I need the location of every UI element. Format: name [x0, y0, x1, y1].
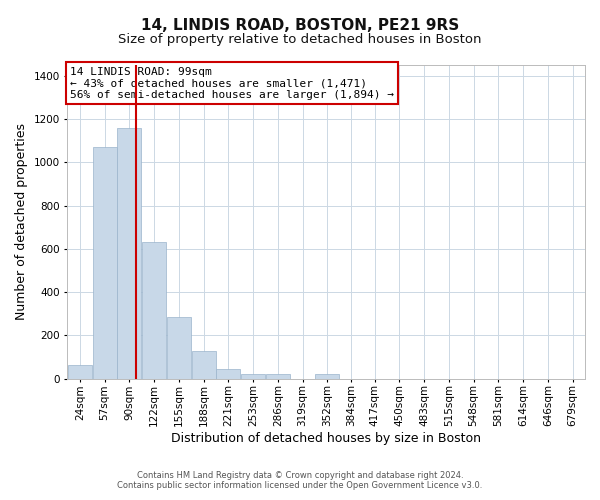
- Bar: [167, 317, 191, 379]
- Text: Contains HM Land Registry data © Crown copyright and database right 2024.
Contai: Contains HM Land Registry data © Crown c…: [118, 470, 482, 490]
- Bar: [68, 364, 92, 379]
- X-axis label: Distribution of detached houses by size in Boston: Distribution of detached houses by size …: [171, 432, 481, 445]
- Bar: [92, 147, 116, 379]
- Y-axis label: Number of detached properties: Number of detached properties: [15, 124, 28, 320]
- Bar: [241, 374, 265, 379]
- Text: Size of property relative to detached houses in Boston: Size of property relative to detached ho…: [118, 32, 482, 46]
- Bar: [142, 242, 166, 379]
- Bar: [316, 374, 340, 379]
- Text: 14, LINDIS ROAD, BOSTON, PE21 9RS: 14, LINDIS ROAD, BOSTON, PE21 9RS: [141, 18, 459, 32]
- Text: 14 LINDIS ROAD: 99sqm
← 43% of detached houses are smaller (1,471)
56% of semi-d: 14 LINDIS ROAD: 99sqm ← 43% of detached …: [70, 66, 394, 100]
- Bar: [118, 128, 142, 379]
- Bar: [217, 368, 241, 379]
- Bar: [191, 350, 215, 379]
- Bar: [266, 374, 290, 379]
